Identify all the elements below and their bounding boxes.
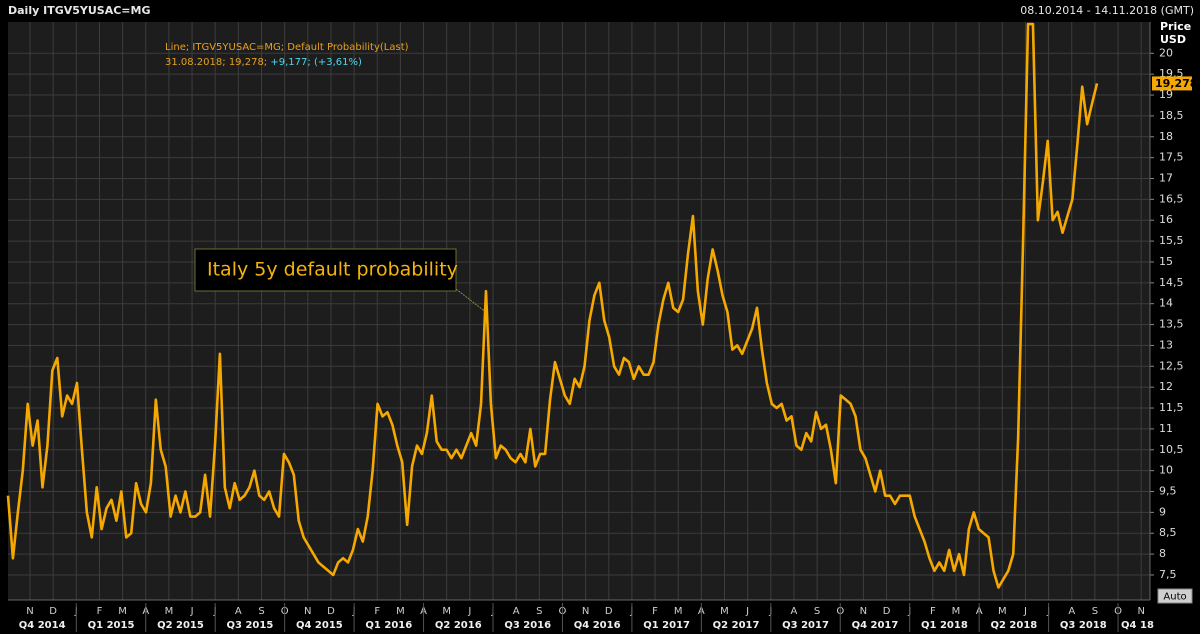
quarter-label: Q4 2017 bbox=[852, 620, 899, 631]
x-tick-label: A bbox=[513, 606, 520, 617]
x-tick-label: M bbox=[118, 606, 127, 617]
data-layer bbox=[6, 22, 1099, 589]
x-tick-label: M bbox=[442, 606, 451, 617]
x-tick-label: D bbox=[49, 606, 57, 617]
quarter-label: Q2 2015 bbox=[157, 620, 204, 631]
annotation-leader bbox=[455, 288, 488, 314]
quarter-label: Q1 2017 bbox=[643, 620, 690, 631]
last-value-box bbox=[1152, 76, 1192, 91]
y-tick-label: 20 bbox=[1159, 46, 1173, 59]
x-tick-label: M bbox=[720, 606, 729, 617]
x-tick-label: N bbox=[1137, 606, 1144, 617]
quarter-label: Q4 2014 bbox=[19, 620, 66, 631]
last-value-label: 19,278 bbox=[1155, 77, 1197, 90]
quarter-label: Q1 2018 bbox=[921, 620, 968, 631]
y-tick-label: 12,5 bbox=[1159, 359, 1184, 372]
y-tick-label: 14 bbox=[1159, 297, 1173, 310]
legend-description: Line; ITGV5YUSAC=MG; Default Probability… bbox=[165, 42, 409, 53]
y-tick-label: 17 bbox=[1159, 171, 1173, 184]
legend-change-pct: (+3,61%) bbox=[314, 57, 362, 68]
y-tick-label: 10,5 bbox=[1159, 443, 1184, 456]
y-tick-label: 18,5 bbox=[1159, 109, 1184, 122]
x-tick-label: N bbox=[304, 606, 311, 617]
quarter-label: Q4 18 bbox=[1121, 620, 1154, 631]
annotation: Italy 5y default probability bbox=[207, 259, 458, 281]
quarter-label: Q1 2016 bbox=[365, 620, 412, 631]
chart-title: Daily ITGV5YUSAC=MG bbox=[8, 4, 150, 17]
x-tick-label: S bbox=[814, 606, 820, 617]
y-tick-label: 16,5 bbox=[1159, 192, 1184, 205]
y-tick-label: 11 bbox=[1159, 422, 1173, 435]
x-tick-label: N bbox=[860, 606, 867, 617]
x-tick-label: S bbox=[1092, 606, 1098, 617]
x-tick-label: F bbox=[97, 606, 103, 617]
x-tick-label: M bbox=[165, 606, 174, 617]
y-tick-label: 12 bbox=[1159, 380, 1173, 393]
x-tick-label: M bbox=[952, 606, 961, 617]
quarter-label: Q4 2016 bbox=[574, 620, 621, 631]
quarter-label: Q2 2017 bbox=[713, 620, 760, 631]
x-tick-label: N bbox=[26, 606, 33, 617]
data-line bbox=[6, 22, 1099, 589]
x-tick-label: F bbox=[374, 606, 380, 617]
y-tick-label: 13,5 bbox=[1159, 318, 1184, 331]
y-tick-label: 13 bbox=[1159, 338, 1173, 351]
x-tick-label: J bbox=[745, 606, 749, 617]
quarter-label: Q3 2015 bbox=[227, 620, 274, 631]
date-range: 08.10.2014 - 14.11.2018 (GMT) bbox=[1020, 4, 1194, 17]
y-tick-label: 15,5 bbox=[1159, 234, 1184, 247]
x-tick-label: D bbox=[883, 606, 891, 617]
y-tick-label: 19 bbox=[1159, 88, 1173, 101]
y-tick-label: 11,5 bbox=[1159, 401, 1184, 414]
y-axis-label: Price bbox=[1160, 20, 1191, 33]
x-tick-label: M bbox=[998, 606, 1007, 617]
quarter-label: Q3 2017 bbox=[782, 620, 829, 631]
x-tick-label: D bbox=[327, 606, 335, 617]
x-tick-label: F bbox=[652, 606, 658, 617]
y-tick-label: 10 bbox=[1159, 464, 1173, 477]
x-tick-label: A bbox=[791, 606, 798, 617]
quarter-label: Q2 2016 bbox=[435, 620, 482, 631]
y-tick-label: 9 bbox=[1159, 505, 1166, 518]
quarter-label: Q3 2018 bbox=[1060, 620, 1107, 631]
y-tick-label: 9,5 bbox=[1159, 484, 1177, 497]
auto-button[interactable] bbox=[1157, 588, 1193, 604]
x-tick-label: J bbox=[190, 606, 194, 617]
y-tick-label: 16 bbox=[1159, 213, 1173, 226]
quarter-label: Q4 2015 bbox=[296, 620, 343, 631]
y-tick-label: 17,5 bbox=[1159, 151, 1184, 164]
x-tick-label: S bbox=[258, 606, 264, 617]
x-tick-label: M bbox=[674, 606, 683, 617]
x-tick-label: F bbox=[930, 606, 936, 617]
legend-date: 31.08.2018; bbox=[165, 57, 226, 68]
quarter-label: Q1 2015 bbox=[88, 620, 135, 631]
legend-value: 19,278; bbox=[229, 57, 267, 68]
legend-values: 31.08.2018; 19,278; +9,177; (+3,61%) bbox=[165, 57, 362, 68]
quarter-label: Q2 2018 bbox=[990, 620, 1037, 631]
x-tick-label: S bbox=[536, 606, 542, 617]
x-tick-label: A bbox=[235, 606, 242, 617]
x-tick-label: N bbox=[582, 606, 589, 617]
quarter-label: Q3 2016 bbox=[504, 620, 551, 631]
plot-area bbox=[8, 22, 1150, 600]
y-tick-label: 18 bbox=[1159, 130, 1173, 143]
x-tick-label: J bbox=[467, 606, 471, 617]
x-tick-label: A bbox=[1068, 606, 1075, 617]
x-tick-label: D bbox=[605, 606, 613, 617]
x-tick-label: J bbox=[1023, 606, 1027, 617]
x-tick-label: M bbox=[396, 606, 405, 617]
legend-change: +9,177; bbox=[270, 57, 310, 68]
y-tick-label: 8 bbox=[1159, 547, 1166, 560]
y-tick-label: 8,5 bbox=[1159, 526, 1177, 539]
y-tick-label: 15 bbox=[1159, 255, 1173, 268]
y-tick-label: 7,5 bbox=[1159, 568, 1177, 581]
auto-button-label[interactable]: Auto bbox=[1163, 592, 1186, 603]
y-axis-unit: USD bbox=[1160, 33, 1186, 46]
y-tick-label: 14,5 bbox=[1159, 276, 1184, 289]
annotation-box bbox=[194, 248, 457, 292]
